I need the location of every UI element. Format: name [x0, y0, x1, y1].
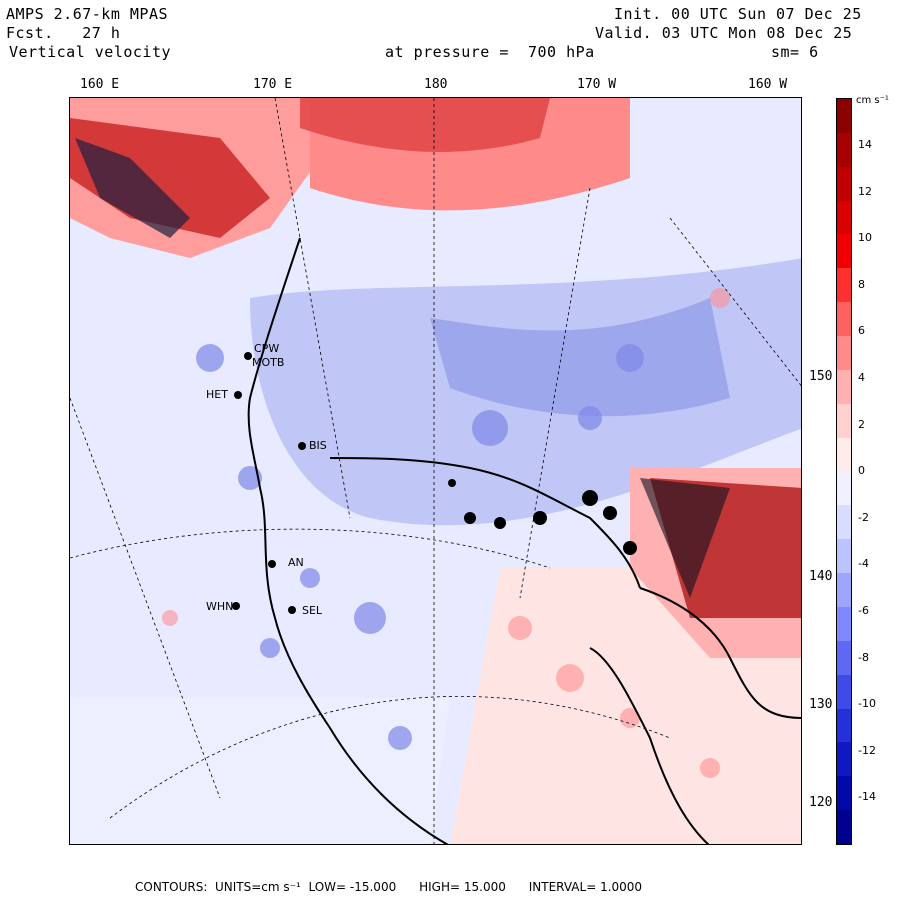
station-motb: MOTB: [252, 356, 285, 369]
lon-label-170e: 170 E: [253, 77, 293, 92]
colorbar-segment: [837, 99, 851, 134]
red-core-north: [300, 98, 550, 152]
station-markers: [232, 352, 456, 614]
lon-label-170w: 170 W: [577, 77, 617, 92]
blue-band-core: [430, 298, 730, 417]
contour-blobs: [464, 490, 637, 555]
fcst-value: 27 h: [82, 24, 121, 42]
station-het: HET: [206, 388, 228, 401]
light-area-southwest: [70, 698, 450, 844]
colorbar-segment: [837, 674, 851, 710]
colorbar-segment: [837, 132, 851, 168]
colorbar-segment: [837, 268, 851, 303]
colorbar-segment: [837, 369, 851, 405]
colorbar-tick-label: -14: [858, 790, 876, 804]
colorbar-segment: [837, 302, 851, 337]
colorbar-tick-label: -8: [858, 650, 869, 664]
colorbar-segment: [837, 606, 851, 642]
station-sel: SEL: [302, 604, 323, 617]
lon-label-160e: 160 E: [80, 77, 120, 92]
variable-name: Vertical velocity: [9, 43, 172, 61]
colorbar-tick-label: 6: [858, 324, 865, 338]
fcst-label: Fcst.: [6, 24, 54, 42]
lon-label-180: 180: [424, 77, 448, 92]
pink-speckles: [162, 288, 730, 778]
model-title: AMPS 2.67-km MPAS: [6, 5, 169, 23]
colorbar-segment: [837, 234, 851, 269]
colorbar-segment: [837, 573, 851, 608]
smoothing-value: sm= 6: [771, 43, 819, 61]
station-whn: WHN: [206, 600, 234, 613]
colorbar-segment: [837, 742, 851, 777]
colorbar-segment: [837, 505, 851, 540]
colorbar-segment: [837, 776, 851, 811]
graticule: [70, 98, 801, 844]
colorbar-tick-label: 2: [858, 417, 865, 431]
colorbar-tick-label: -6: [858, 604, 869, 617]
colorbar-tick-label: 10: [858, 231, 872, 245]
contour-high: HIGH= 15.000: [419, 880, 506, 894]
valid-time: Valid. 03 UTC Mon 08 Dec 25: [595, 24, 853, 42]
pressure-level: at pressure = 700 hPa: [385, 43, 595, 61]
colorbar-tick-label: -4: [858, 557, 869, 571]
colorbar-segment: [837, 200, 851, 235]
colorbar-tick-label: 12: [858, 184, 872, 198]
init-time: Init. 00 UTC Sun 07 Dec 25: [614, 5, 862, 23]
colorbar-tick-label: 4: [858, 371, 865, 384]
colorbar-tick-label: 0: [858, 464, 865, 478]
vertical-velocity-map: [69, 97, 802, 845]
colorbar-units: cm s⁻¹: [856, 95, 889, 106]
station-an: AN: [288, 556, 304, 569]
colorbar-segment: [837, 166, 851, 202]
colorbar-segment: [837, 471, 851, 506]
contour-low: LOW= -15.000: [308, 880, 397, 894]
contour-units: UNITS=cm s⁻¹: [215, 880, 301, 894]
colorbar: [836, 98, 852, 845]
colorbar-tick-label: 14: [858, 138, 872, 151]
station-cpw: CPW: [254, 342, 280, 355]
station-bis: BIS: [309, 439, 327, 452]
colorbar-tick-label: -10: [858, 697, 876, 711]
colorbar-tick-label: -2: [858, 510, 869, 524]
colorbar-segment: [837, 403, 851, 439]
colorbar-tick-label: 8: [858, 277, 865, 291]
dense-contours-northwest: [75, 138, 190, 238]
contour-info: CONTOURS: UNITS=cm s⁻¹ LOW= -15.000 HIGH…: [135, 880, 642, 894]
dense-contours-east: [640, 478, 730, 598]
colorbar-segment: [837, 708, 851, 743]
coastline: [247, 237, 801, 844]
colorbar-segment: [837, 539, 851, 574]
colorbar-segment: [837, 336, 851, 371]
contour-interval: INTERVAL= 1.0000: [528, 880, 643, 894]
colorbar-segment: [837, 437, 851, 472]
colorbar-segment: [837, 640, 851, 676]
colorbar-segment: [837, 810, 851, 844]
forecast-hour: Fcst. 27 h: [6, 24, 120, 42]
contours-label: CONTOURS:: [135, 880, 208, 894]
blue-speckles: [196, 344, 644, 750]
colorbar-tick-label: -12: [858, 743, 876, 757]
lon-label-160w: 160 W: [748, 77, 788, 92]
